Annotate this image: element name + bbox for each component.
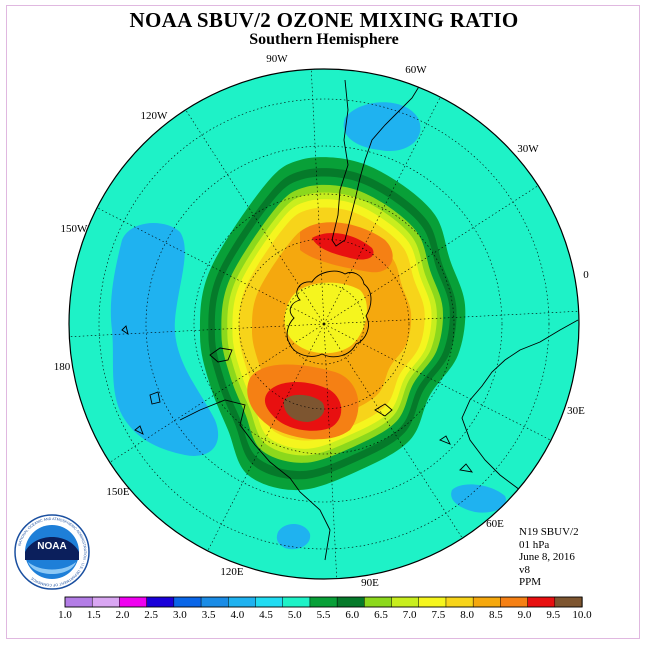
colorbar-swatch: [472, 596, 502, 608]
graticule: [69, 69, 579, 579]
colorbar-swatch: [173, 596, 202, 608]
africa-coastline: [461, 319, 579, 506]
colorbar-tick-label: 3.0: [173, 609, 187, 621]
map-title: NOAA SBUV/2 OZONE MIXING RATIO: [129, 8, 519, 32]
date-label: June 8, 2016: [519, 551, 575, 563]
colorbar-swatch: [91, 596, 121, 608]
colorbar-tick-label: 8.5: [489, 609, 503, 621]
colorbar-swatch: [500, 596, 529, 608]
high-ozone-core: [312, 233, 374, 260]
latitude-circle: [98, 98, 550, 550]
meridian-line: [310, 69, 325, 325]
longitude-label-90e: 90E: [361, 577, 379, 589]
logo-text: NOAA: [37, 541, 66, 552]
colorbar-tick-label: 5.5: [317, 609, 331, 621]
colorbar-tick-label: 1.0: [58, 609, 72, 621]
colorbar-swatch: [418, 596, 447, 608]
colorbar-tick-label: 2.0: [116, 609, 130, 621]
pressure-level-label: 01 hPa: [519, 538, 550, 551]
island-coastlines: [374, 403, 474, 473]
colorbar-tick-label: 7.0: [403, 609, 417, 621]
meridian-line: [96, 207, 325, 325]
meridian-line: [69, 323, 325, 338]
colorbar-swatch: [445, 596, 474, 608]
longitude-label-0: 0: [583, 269, 589, 281]
meridian-line: [323, 96, 441, 325]
colorbar-tick-label: 9.5: [546, 609, 560, 621]
low-ozone-patch: [343, 102, 421, 151]
low-ozone-patch: [451, 484, 506, 513]
longitude-label-60e: 60E: [486, 518, 504, 530]
meridian-line: [109, 323, 325, 463]
colorbar-border: [64, 596, 583, 608]
colorbar-tick-label: 7.5: [432, 609, 446, 621]
colorbar-swatch: [282, 596, 311, 608]
colorbar: 1.0 1.5 2.0 2.5 3.0 3.5 4.0 4.5 5.0 5.5 6.0 6.5 7.0 7…: [58, 596, 592, 621]
latitude-circle: [283, 283, 365, 365]
meridian-line: [323, 323, 552, 441]
longitude-label-30e: 30E: [567, 405, 585, 417]
longitude-label-120w: 120W: [141, 110, 169, 122]
units-label: PPM: [519, 576, 542, 588]
colorbar-tick-label: 8.0: [460, 609, 474, 621]
figure-frame: [6, 5, 640, 639]
colorbar-swatch: [336, 596, 365, 608]
map-subtitle: Southern Hemisphere: [249, 31, 399, 48]
colorbar-tick-label: 4.5: [259, 609, 273, 621]
meridian-line: [207, 323, 325, 552]
longitude-label-180: 180: [54, 361, 71, 373]
meridian-line: [185, 109, 325, 325]
colorbar-swatch: [64, 596, 93, 608]
longitude-label-120e: 120E: [220, 566, 244, 578]
colorbar-tick-label: 3.5: [202, 609, 216, 621]
meridian-line: [323, 310, 579, 325]
colorbar-swatch: [228, 596, 257, 608]
high-ozone-max: [283, 394, 325, 422]
colorbar-swatch: [527, 596, 556, 608]
longitude-label-90w: 90W: [266, 53, 288, 65]
instrument-label: N19 SBUV/2: [519, 526, 579, 538]
colorbar-swatch: [554, 596, 583, 608]
colorbar-tick-label: 5.0: [288, 609, 302, 621]
version-label: v8: [519, 563, 530, 576]
meridian-line: [323, 185, 539, 325]
colorbar-tick-label: 6.5: [374, 609, 388, 621]
colorbar-swatch: [200, 596, 229, 608]
logo-bird-icon: [25, 539, 79, 560]
colorbar-tick-label: 4.0: [230, 609, 244, 621]
colorbar-swatch: [146, 596, 175, 608]
colorbar-swatch: [255, 596, 284, 608]
latitude-circle: [193, 193, 455, 455]
latitude-circle: [238, 238, 410, 410]
meridian-line: [323, 323, 463, 539]
map-border: [68, 68, 580, 580]
logo-wave-icon: [28, 562, 76, 574]
longitude-label-30w: 30W: [517, 143, 539, 155]
colorbar-tick-label: 10.0: [572, 609, 592, 621]
longitude-label-150e: 150E: [106, 486, 130, 498]
australia-coastline: [179, 399, 331, 561]
colorbar-tick-label: 2.5: [144, 609, 158, 621]
south-america-coastline: [331, 79, 421, 247]
latitude-circle: [145, 145, 503, 503]
colorbar-tick-label: 6.0: [345, 609, 359, 621]
colorbar-tick-label: 1.5: [87, 609, 101, 621]
data-info-panel: N19 SBUV/2 01 hPa June 8, 2016 v8 PPM: [519, 526, 579, 589]
meridian-line: [323, 323, 338, 579]
colorbar-swatch: [391, 596, 420, 608]
colorbar-tick-label: 9.0: [518, 609, 532, 621]
longitude-label-150w: 150W: [61, 223, 89, 235]
island-coastlines: [121, 325, 233, 435]
antarctica-coastline: [286, 270, 372, 358]
colorbar-swatch: [309, 596, 338, 608]
low-ozone-patch: [276, 523, 311, 550]
low-ozone-patch: [110, 222, 219, 456]
longitude-label-60w: 60W: [405, 64, 427, 76]
colorbar-swatch: [364, 596, 393, 608]
colorbar-swatch: [119, 596, 148, 608]
logo-bird-icon: [25, 537, 79, 552]
